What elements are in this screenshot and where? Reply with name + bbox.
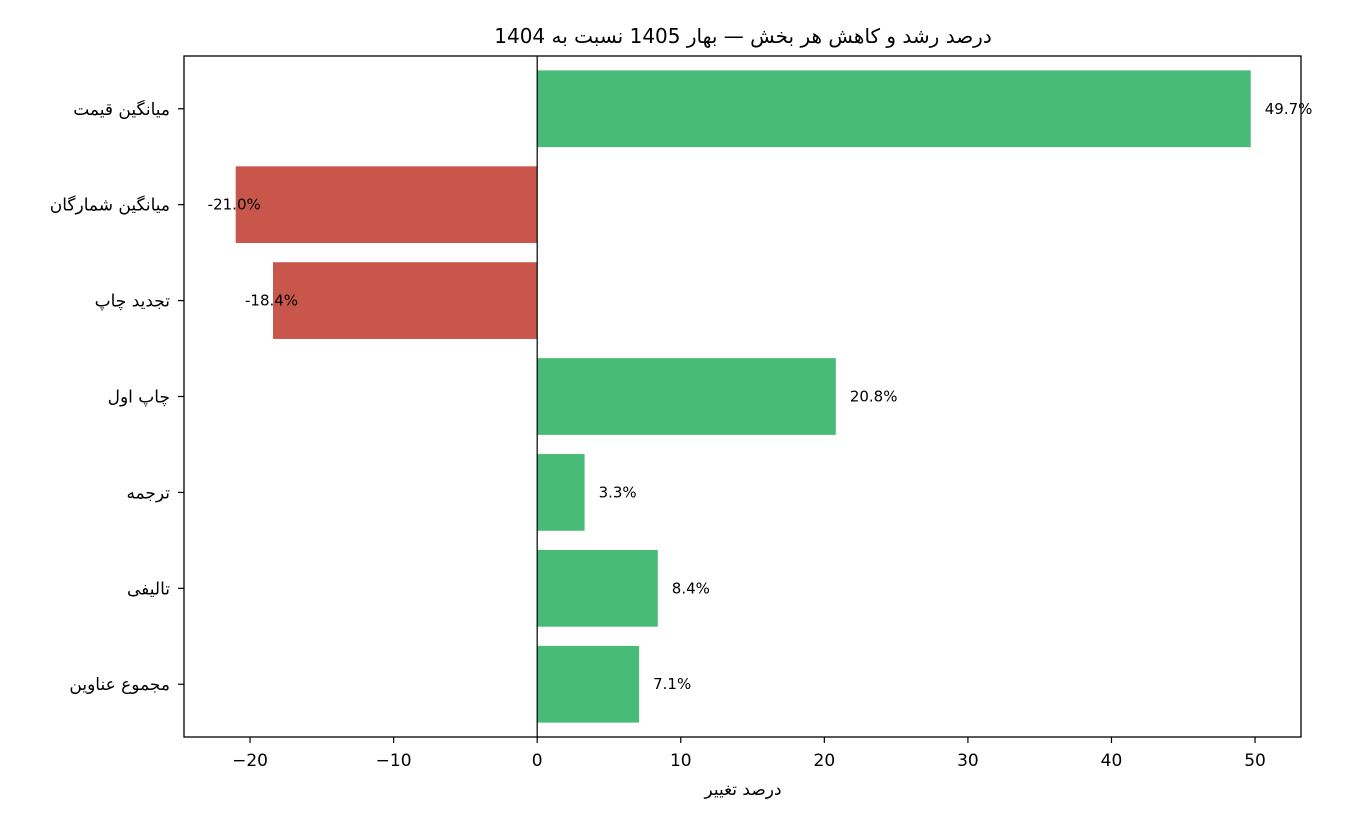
value-label: 8.4% [672, 579, 710, 597]
bar-7 [537, 645, 640, 723]
category-label: تجدید چاپ [95, 292, 171, 312]
data-labels: 49.7% -21.0% -18.4% 20.8% 3.3% 8.4% 7.1% [208, 100, 1313, 693]
bar-4 [537, 358, 836, 435]
value-label: 3.3% [599, 483, 637, 501]
x-tick-label: 50 [1244, 751, 1266, 771]
category-label: مجموع عناوین [69, 675, 170, 695]
x-tick-label: −20 [232, 751, 268, 771]
value-label: -18.4% [245, 292, 298, 310]
value-label: -21.0% [208, 196, 261, 214]
category-label: میانگین قیمت [73, 99, 170, 120]
category-label: چاپ اول [108, 388, 170, 408]
category-label: ترجمه [126, 483, 170, 503]
bars-layer [235, 70, 1251, 723]
bar-6 [537, 549, 658, 627]
x-tick-label: 0 [532, 751, 543, 771]
bar-3 [273, 262, 538, 339]
value-label: 7.1% [653, 675, 691, 693]
category-label: میانگین شمارگان [50, 195, 170, 216]
bar-1 [537, 70, 1251, 148]
bar-2 [235, 166, 538, 244]
x-tick-label: 30 [957, 751, 979, 771]
chart-title: درصد رشد و کاهش هر بخش — بهار 1405 نسبت … [494, 24, 992, 48]
y-axis-ticks: میانگین قیمت میانگین شمارگان تجدید چاپ چاپ … [50, 99, 184, 695]
value-label: 49.7% [1265, 100, 1313, 118]
x-axis-title: درصد تغییر [703, 780, 781, 800]
x-tick-label: 10 [670, 751, 692, 771]
value-label: 20.8% [850, 388, 898, 406]
x-axis-ticks: −20 −10 0 10 20 30 40 50 [232, 737, 1266, 771]
x-tick-label: −10 [376, 751, 412, 771]
category-label: تالیفی [127, 579, 170, 599]
x-tick-label: 40 [1101, 751, 1123, 771]
bar-5 [537, 454, 585, 531]
x-tick-label: 20 [814, 751, 836, 771]
